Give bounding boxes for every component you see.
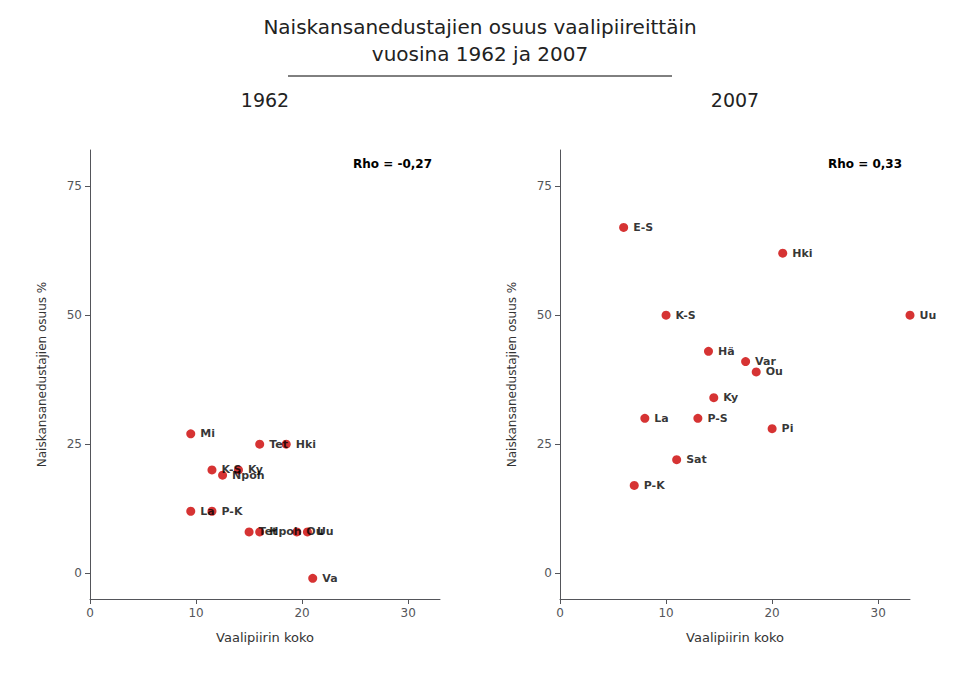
svg-text:20: 20 [294,606,309,620]
svg-text:E-S: E-S [633,221,653,234]
svg-text:75: 75 [67,179,82,193]
svg-text:Hki: Hki [296,438,316,451]
svg-text:Mi: Mi [200,427,215,440]
svg-text:50: 50 [537,308,552,322]
svg-text:75: 75 [537,179,552,193]
svg-text:Va: Va [322,572,337,585]
svg-text:Naiskansanedustajien osuus %: Naiskansanedustajien osuus % [35,282,49,467]
svg-text:P-K: P-K [644,479,665,492]
svg-text:Naiskansanedustajien osuus %: Naiskansanedustajien osuus % [505,282,519,467]
svg-text:La: La [200,505,214,518]
svg-text:Vaalipiirin koko: Vaalipiirin koko [686,630,784,645]
svg-text:Pi: Pi [782,422,794,435]
svg-text:50: 50 [67,308,82,322]
svg-text:10: 10 [188,606,203,620]
svg-text:0: 0 [556,606,564,620]
svg-text:Uu: Uu [317,525,334,538]
svg-text:0: 0 [544,566,552,580]
svg-text:P-K: P-K [221,505,242,518]
svg-text:La: La [654,412,668,425]
svg-text:25: 25 [67,437,82,451]
svg-text:0: 0 [74,566,82,580]
svg-text:Ky: Ky [723,391,738,404]
svg-text:Npoh: Npoh [232,469,264,482]
svg-text:30: 30 [401,606,416,620]
svg-text:Naiskansanedustajien osuus vaa: Naiskansanedustajien osuus vaalipiireitt… [263,15,696,39]
svg-text:30: 30 [871,606,886,620]
svg-text:2007: 2007 [711,89,759,111]
svg-text:Hki: Hki [792,247,812,260]
svg-text:Rho = -0,27: Rho = -0,27 [353,157,432,171]
svg-text:Rho = 0,33: Rho = 0,33 [828,157,902,171]
svg-text:Tet: Tet [259,525,278,538]
svg-text:0: 0 [86,606,94,620]
svg-text:Hä: Hä [718,345,735,358]
svg-text:P-S: P-S [707,412,727,425]
svg-text:1962: 1962 [241,89,289,111]
svg-text:Uu: Uu [920,309,937,322]
svg-text:Sat: Sat [686,453,707,466]
svg-text:vuosina 1962 ja 2007: vuosina 1962 ja 2007 [372,42,588,66]
svg-text:20: 20 [764,606,779,620]
svg-text:Tet: Tet [269,438,288,451]
svg-text:Vaalipiirin koko: Vaalipiirin koko [216,630,314,645]
svg-text:10: 10 [658,606,673,620]
svg-text:25: 25 [537,437,552,451]
svg-text:Ou: Ou [766,365,783,378]
svg-text:K-S: K-S [676,309,696,322]
